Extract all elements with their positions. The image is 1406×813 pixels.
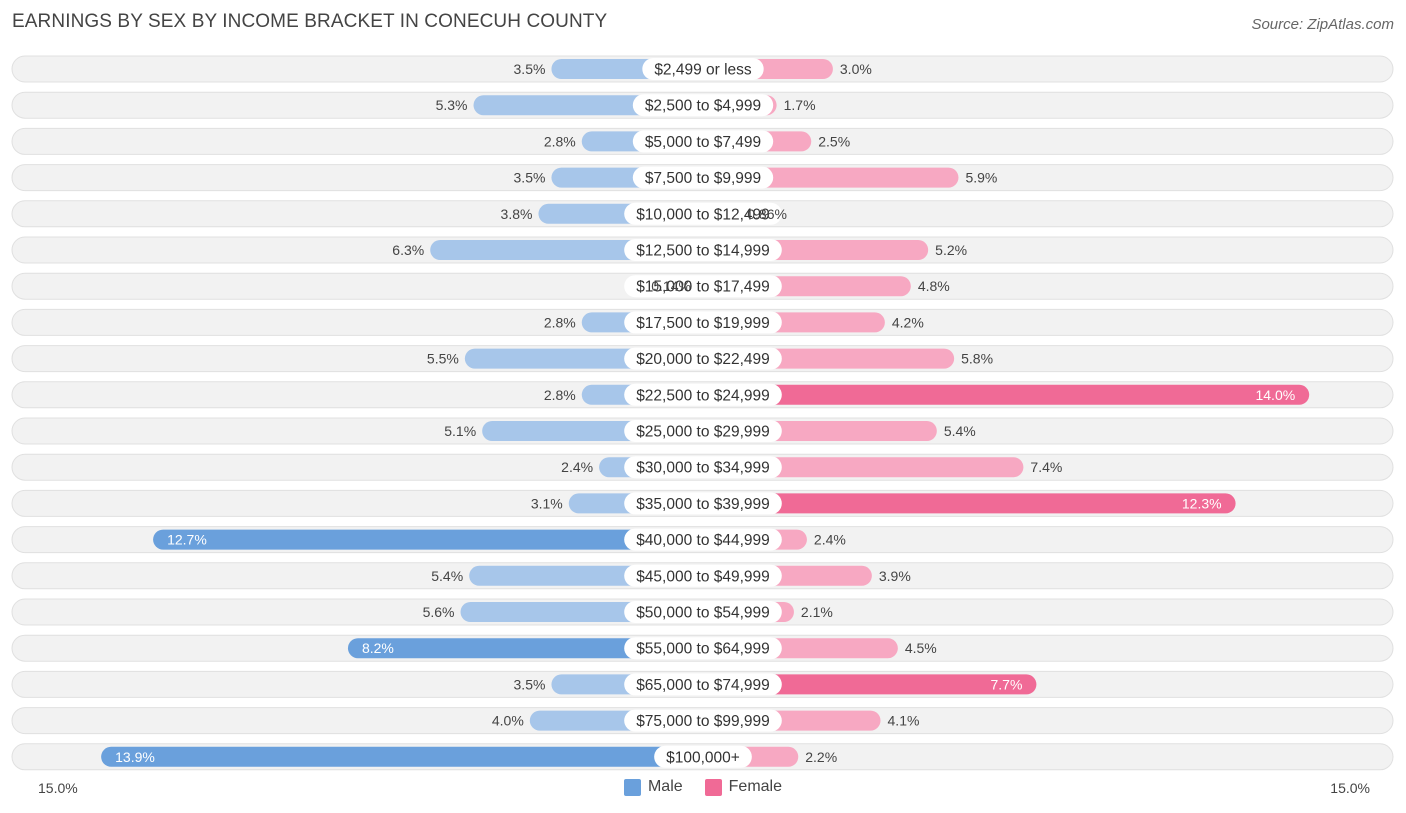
female-value-label: 5.9% xyxy=(965,170,997,186)
category-pill xyxy=(624,637,782,660)
category-pill xyxy=(654,745,752,768)
male-value-label: 6.3% xyxy=(392,242,424,258)
category-label: $35,000 to $39,999 xyxy=(636,496,770,513)
female-bar xyxy=(703,674,1037,695)
category-label: $40,000 to $44,999 xyxy=(636,532,770,549)
male-value-label: 4.0% xyxy=(492,713,524,729)
category-pill xyxy=(624,673,782,696)
female-value-label: 4.1% xyxy=(888,713,920,729)
category-label: $2,500 to $4,999 xyxy=(645,98,761,115)
male-value-label: 3.5% xyxy=(514,61,546,77)
male-bar xyxy=(153,529,704,550)
category-pill xyxy=(624,383,782,406)
male-bar xyxy=(101,746,703,767)
legend-swatch-male xyxy=(623,778,641,796)
category-pill xyxy=(632,166,774,189)
category-pill xyxy=(624,202,782,225)
category-label: $12,500 to $14,999 xyxy=(636,243,770,260)
female-value-label: 4.8% xyxy=(918,278,950,294)
category-pill xyxy=(632,130,774,153)
male-value-label: 5.5% xyxy=(427,351,459,367)
female-value-label: 0.86% xyxy=(747,206,787,222)
category-pill xyxy=(632,94,774,117)
category-label: $2,499 or less xyxy=(654,62,752,79)
axis-label-left: 15.0% xyxy=(38,780,78,796)
female-value-label: 3.0% xyxy=(840,61,872,77)
category-label: $65,000 to $74,999 xyxy=(636,677,770,694)
category-label: $50,000 to $54,999 xyxy=(636,605,770,622)
category-label: $7,500 to $9,999 xyxy=(645,170,761,187)
category-pill xyxy=(624,709,782,732)
chart-title: EARNINGS BY SEX BY INCOME BRACKET IN CON… xyxy=(12,11,608,32)
male-value-label: 12.7% xyxy=(167,532,207,548)
axis-label-right: 15.0% xyxy=(1330,780,1370,796)
male-value-label: 3.1% xyxy=(531,495,563,511)
female-value-label: 1.7% xyxy=(784,97,816,113)
category-label: $30,000 to $34,999 xyxy=(636,460,770,477)
female-value-label: 2.4% xyxy=(814,532,846,548)
legend-swatch-female xyxy=(704,778,722,796)
category-label: $100,000+ xyxy=(666,749,740,766)
category-label: $75,000 to $99,999 xyxy=(636,713,770,730)
category-pill xyxy=(624,492,782,515)
male-value-label: 2.8% xyxy=(544,387,576,403)
category-label: $45,000 to $49,999 xyxy=(636,568,770,585)
male-value-label: 5.3% xyxy=(436,97,468,113)
category-label: $22,500 to $24,999 xyxy=(636,387,770,404)
male-value-label: 2.4% xyxy=(561,459,593,475)
male-value-label: 8.2% xyxy=(362,640,394,656)
female-value-label: 5.4% xyxy=(944,423,976,439)
male-value-label: 2.8% xyxy=(544,133,576,149)
category-pill xyxy=(624,420,782,442)
male-value-label: 13.9% xyxy=(115,749,155,765)
category-pill xyxy=(624,456,782,479)
male-value-label: 3.8% xyxy=(501,206,533,222)
female-value-label: 4.2% xyxy=(892,314,924,330)
category-label: $5,000 to $7,499 xyxy=(645,134,761,151)
female-value-label: 7.4% xyxy=(1030,459,1062,475)
category-pill xyxy=(624,239,782,261)
female-bar xyxy=(703,457,1024,478)
male-value-label: 3.5% xyxy=(514,170,546,186)
category-label: $15,000 to $17,499 xyxy=(636,279,770,296)
female-value-label: 4.5% xyxy=(905,640,937,656)
category-pill xyxy=(624,275,782,298)
category-pill xyxy=(624,347,782,370)
male-value-label: 0.14% xyxy=(651,278,691,294)
female-value-label: 2.1% xyxy=(801,604,833,620)
legend-item-male[interactable]: Male xyxy=(623,778,683,796)
male-value-label: 2.8% xyxy=(544,314,576,330)
source-label: Source: ZipAtlas.com xyxy=(1251,16,1394,33)
female-value-label: 14.0% xyxy=(1255,387,1295,403)
legend: Male Female xyxy=(0,778,1406,796)
female-value-label: 7.7% xyxy=(990,676,1022,692)
female-value-label: 2.5% xyxy=(818,133,850,149)
legend-label-male: Male xyxy=(647,778,683,795)
legend-item-female[interactable]: Female xyxy=(704,778,783,796)
male-value-label: 5.6% xyxy=(423,604,455,620)
category-label: $20,000 to $22,499 xyxy=(636,351,770,368)
category-label: $55,000 to $64,999 xyxy=(636,641,770,658)
legend-label-female: Female xyxy=(728,778,783,795)
female-value-label: 12.3% xyxy=(1182,495,1222,511)
category-pill xyxy=(642,58,764,80)
male-value-label: 5.1% xyxy=(444,423,476,439)
category-pill xyxy=(624,528,782,551)
female-value-label: 5.8% xyxy=(961,351,993,367)
female-value-label: 3.9% xyxy=(879,568,911,584)
category-pill xyxy=(624,311,782,334)
female-value-label: 2.2% xyxy=(805,749,837,765)
category-pill xyxy=(624,601,782,623)
male-value-label: 3.5% xyxy=(514,676,546,692)
category-pill xyxy=(624,564,782,587)
chart: $2,499 or less 3.5% 3.0% $2,500 to $4,999 5.… xyxy=(11,55,1394,771)
category-label: $25,000 to $29,999 xyxy=(636,424,770,441)
female-bar xyxy=(703,384,1310,405)
female-value-label: 5.2% xyxy=(935,242,967,258)
category-label: $17,500 to $19,999 xyxy=(636,315,770,332)
category-label: $10,000 to $12,499 xyxy=(636,206,770,223)
female-bar xyxy=(703,493,1236,514)
male-bar xyxy=(347,638,703,659)
male-value-label: 5.4% xyxy=(431,568,463,584)
